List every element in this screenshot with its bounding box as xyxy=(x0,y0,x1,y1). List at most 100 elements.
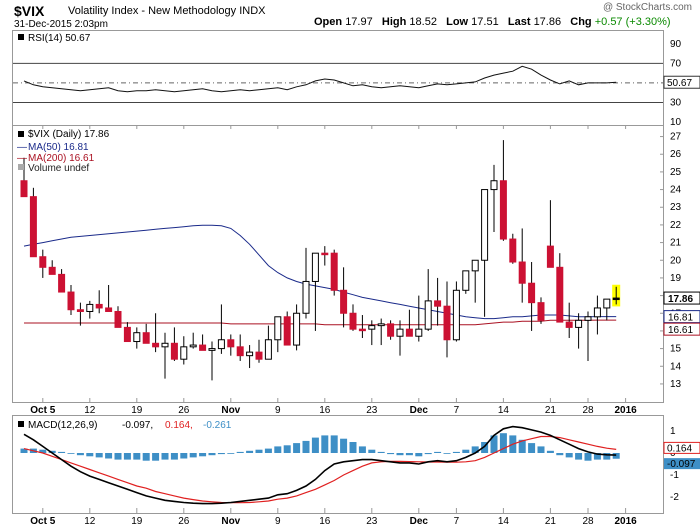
price-x-tick-label: 12 xyxy=(84,405,96,416)
candle-body xyxy=(546,245,554,268)
candle-body xyxy=(246,351,254,357)
candle-body xyxy=(368,325,376,330)
macd-histogram-bar xyxy=(452,451,460,453)
candle-body xyxy=(152,342,160,348)
price-legend-swatch xyxy=(18,131,24,137)
macd-tick-label: -2 xyxy=(670,492,679,503)
open-label: Open xyxy=(314,16,343,28)
ma200-legend: MA(200) 16.61 xyxy=(28,153,95,164)
macd-value-label: -0.097 xyxy=(667,459,696,470)
price-tick-label: 24 xyxy=(670,185,682,196)
price-x-tick-label: 28 xyxy=(582,405,594,416)
price-x-tick-label: 26 xyxy=(178,405,190,416)
macd-histogram-bar xyxy=(123,453,131,460)
macd-histogram-bar xyxy=(95,453,103,458)
candle-body xyxy=(255,351,263,360)
macd-histogram-bar xyxy=(161,453,169,460)
macd-x-tick-label: Nov xyxy=(221,516,240,527)
macd-histogram-bar xyxy=(180,453,188,459)
candle-body xyxy=(76,309,84,312)
ma50-legend: MA(50) 16.81 xyxy=(28,142,89,153)
price-tick-label: 14 xyxy=(670,361,682,372)
macd-x-tick-label: 19 xyxy=(131,516,143,527)
macd-histogram-bar xyxy=(443,453,451,454)
macd-x-tick-label: 23 xyxy=(366,516,378,527)
macd-histogram-bar xyxy=(105,453,113,459)
candle-body xyxy=(490,180,498,191)
exchange-label: INDX xyxy=(239,5,266,17)
macd-x-tick-label: 7 xyxy=(454,516,460,527)
rsi-tick-label: 10 xyxy=(670,117,682,128)
candle-body xyxy=(293,312,301,346)
ma200-value-box xyxy=(663,322,700,336)
macd-histogram-bar xyxy=(189,453,197,458)
macd-histogram-bar xyxy=(584,453,592,461)
macd-histogram-bar xyxy=(67,453,75,454)
macd-histogram-bar xyxy=(255,449,263,453)
macd-histogram-bar xyxy=(603,453,611,460)
volume-legend: Volume undef xyxy=(28,163,89,174)
macd-histogram-bar xyxy=(377,451,385,453)
price-x-tick-label: 14 xyxy=(498,405,510,416)
price-x-tick-label: 21 xyxy=(545,405,557,416)
instrument-full-name: Volatility Index - New Methodology xyxy=(68,5,237,17)
candle-body xyxy=(217,339,225,350)
macd-histogram-bar xyxy=(518,439,526,453)
candle-body xyxy=(443,305,451,341)
last-label: Last xyxy=(507,16,531,28)
price-x-tick-label: 19 xyxy=(131,405,143,416)
candle-body xyxy=(199,344,207,351)
price-tick-label: 21 xyxy=(670,238,682,249)
macd-histogram-bar xyxy=(434,451,442,453)
macd-legend: MACD(12,26,9) xyxy=(28,420,97,431)
ma50-line xyxy=(23,224,617,320)
high-label: High xyxy=(381,16,407,28)
candle-body xyxy=(283,316,291,346)
histogram-legend-value: -0.261 xyxy=(203,420,232,431)
ma50-legend-swatch: — xyxy=(17,142,27,153)
price-tick-label: 20 xyxy=(670,255,682,266)
macd-histogram-bar xyxy=(462,449,470,453)
macd-histogram-bar xyxy=(396,453,404,456)
volume-legend-swatch xyxy=(18,164,24,170)
candle-body xyxy=(114,310,122,328)
price-tick-label: 26 xyxy=(670,149,682,160)
candle-body xyxy=(603,298,611,309)
open-value: 17.97 xyxy=(345,16,373,28)
macd-histogram-bar xyxy=(114,453,122,460)
last-price-box xyxy=(663,291,700,305)
signal-legend-value: 0.164, xyxy=(165,420,193,431)
macd-value-box xyxy=(664,458,700,470)
candle-body xyxy=(434,300,442,307)
candle-body xyxy=(161,342,169,348)
rsi-last-value-box xyxy=(663,75,700,89)
candle-body xyxy=(481,189,489,261)
candle-body xyxy=(499,180,507,240)
macd-histogram-bar xyxy=(133,453,141,460)
macd-histogram-bar xyxy=(199,453,207,457)
macd-histogram-bar xyxy=(39,449,47,453)
price-panel: 131415161718192021222324252627$VIX (Dail… xyxy=(17,129,700,390)
candle-body xyxy=(556,266,564,323)
brand-watermark: @ StockCharts.com xyxy=(602,2,692,13)
price-panel-frame xyxy=(12,125,664,403)
candle-body xyxy=(471,259,479,272)
macd-x-tick-label: Dec xyxy=(410,516,429,527)
candle-body xyxy=(340,289,348,314)
macd-histogram-bar xyxy=(274,446,282,453)
macd-histogram-bar xyxy=(76,453,84,456)
macd-histogram-bar xyxy=(58,451,66,453)
macd-x-tick-label: 16 xyxy=(319,516,331,527)
candle-body xyxy=(227,339,235,348)
low-value: 17.51 xyxy=(471,16,499,28)
last-price-label: 17.86 xyxy=(668,294,693,305)
macd-histogram-bar xyxy=(481,442,489,453)
candle-body xyxy=(424,300,432,330)
macd-histogram-bar xyxy=(593,453,601,460)
price-x-tick-label: 9 xyxy=(275,405,281,416)
candle-body xyxy=(274,316,282,341)
macd-x-tick-label: 9 xyxy=(275,516,281,527)
macd-histogram-bar xyxy=(170,453,178,460)
macd-x-tick-label: 14 xyxy=(498,516,510,527)
